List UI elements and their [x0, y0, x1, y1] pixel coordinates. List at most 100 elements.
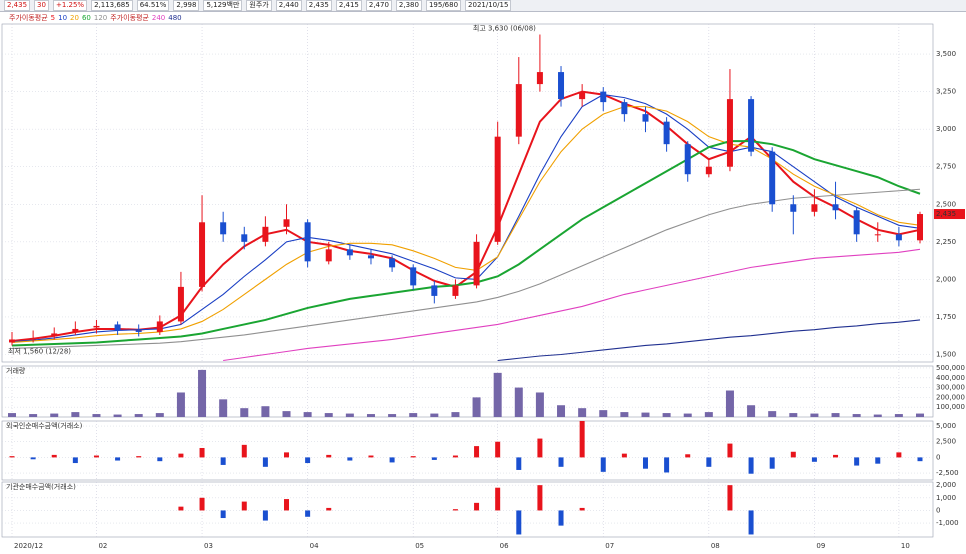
bar [176, 392, 185, 417]
bar [431, 457, 437, 460]
legend-entry: 480 [168, 14, 181, 22]
bar [852, 414, 861, 417]
candle-body [558, 72, 565, 100]
legend-title: 주가이동평균 [110, 13, 149, 22]
candle-body [600, 91, 607, 103]
candle-body [748, 99, 755, 152]
bar [495, 487, 501, 511]
x-tick-label: 02 [98, 542, 107, 550]
panel-frame [1, 365, 934, 418]
bar [452, 509, 458, 511]
candle-body [367, 255, 374, 259]
toolbar-item[interactable]: +1.25% [52, 0, 88, 11]
candle-body [51, 333, 58, 337]
toolbar-item[interactable]: 2,435 [4, 0, 31, 11]
y-tick-label: 1,500 [936, 350, 956, 358]
y-tick-label: 1,750 [936, 313, 956, 321]
bar [284, 499, 290, 511]
bar [493, 372, 502, 417]
bar [683, 413, 692, 417]
candle-body [684, 144, 691, 175]
x-tick-label: 05 [415, 542, 424, 550]
candle-body [325, 249, 332, 262]
candle-body [895, 234, 902, 241]
legend-entry: 240 [152, 14, 165, 22]
bar [241, 444, 247, 458]
bar [30, 457, 36, 460]
bar [516, 510, 522, 535]
bar [388, 414, 397, 417]
y-tick-label: 0 [936, 506, 940, 514]
bar [748, 510, 754, 535]
toolbar-item[interactable]: 5,129백만 [203, 0, 243, 11]
bar [495, 441, 501, 458]
candle-body [72, 328, 79, 332]
bar [769, 457, 775, 469]
toolbar-item[interactable]: 30 [34, 0, 49, 11]
toolbar-item[interactable]: 2,435 [305, 0, 332, 11]
bar [620, 412, 629, 417]
candle-body [431, 285, 438, 296]
bar [474, 502, 480, 511]
y-tick-label: 100,000 [936, 403, 965, 411]
y-tick-label: 2,500 [936, 438, 956, 446]
candle-body [494, 136, 501, 242]
annotation: 최저 1,560 (12/28) [8, 346, 71, 355]
bar [727, 485, 733, 511]
ma-line [11, 90, 921, 342]
toolbar-item[interactable]: 2,998 [173, 0, 200, 11]
bar [199, 447, 205, 458]
y-tick-label: 0 [936, 453, 940, 461]
legend-title: 주가이동평균 [9, 13, 48, 22]
toolbar-item[interactable]: 2,415 [335, 0, 362, 11]
toolbar-item[interactable]: 2,113,685 [91, 0, 133, 11]
legend: 주가이동평균 5 10 20 60 120 주가이동평균 240 480 [9, 13, 182, 22]
bar [727, 443, 733, 458]
toolbar-item[interactable]: 2,440 [275, 0, 302, 11]
y-tick-label: -2,500 [936, 469, 959, 477]
y-tick-label: 2,250 [936, 238, 956, 246]
legend-entry: 60 [82, 14, 91, 22]
bar [305, 457, 311, 464]
toolbar-item[interactable]: 원주가 [246, 0, 272, 11]
panel-title: 거래량 [6, 366, 26, 375]
toolbar-item[interactable]: 2021/10/15 [465, 0, 512, 11]
annotation: 최고 3,630 (06/08) [473, 24, 536, 33]
x-tick-label: 06 [500, 542, 509, 550]
bar [430, 413, 439, 417]
bar [833, 454, 839, 458]
candle-body [241, 234, 248, 242]
candle-body [917, 214, 923, 241]
bar [894, 414, 903, 417]
bar [155, 413, 164, 417]
y-tick-label: 300,000 [936, 384, 965, 392]
bar [9, 456, 15, 458]
bar [326, 507, 332, 511]
candle-body [726, 99, 733, 167]
candle-body [473, 241, 480, 286]
bar [768, 411, 777, 417]
bar [305, 510, 311, 517]
y-tick-label: 5,000 [936, 422, 956, 430]
bar [8, 413, 16, 417]
bar [811, 457, 817, 462]
candle-body [410, 267, 417, 286]
bar [810, 413, 819, 417]
ma-line [11, 94, 921, 343]
x-tick-label: 10 [901, 542, 910, 550]
bar [410, 456, 416, 458]
toolbar-item[interactable]: 2,470 [365, 0, 392, 11]
bar [789, 413, 798, 417]
candle-body [93, 325, 100, 328]
x-tick-label: 2020/12 [14, 542, 43, 550]
toolbar-item[interactable]: 195/680 [425, 0, 462, 11]
panel-title: 기관순매수금액(거래소) [6, 482, 76, 491]
toolbar-item[interactable]: 64.51% [136, 0, 170, 11]
candle-body [874, 234, 881, 236]
y-tick-label: 2,750 [936, 163, 956, 171]
bar [284, 452, 290, 458]
chart: 2020/12 02 03 04 05 06 07 08 09 101,5001,7502,000… [1, 13, 965, 550]
y-tick-label: 2,000 [936, 275, 956, 283]
toolbar-item[interactable]: 2,380 [395, 0, 422, 11]
candle-body [853, 210, 860, 235]
